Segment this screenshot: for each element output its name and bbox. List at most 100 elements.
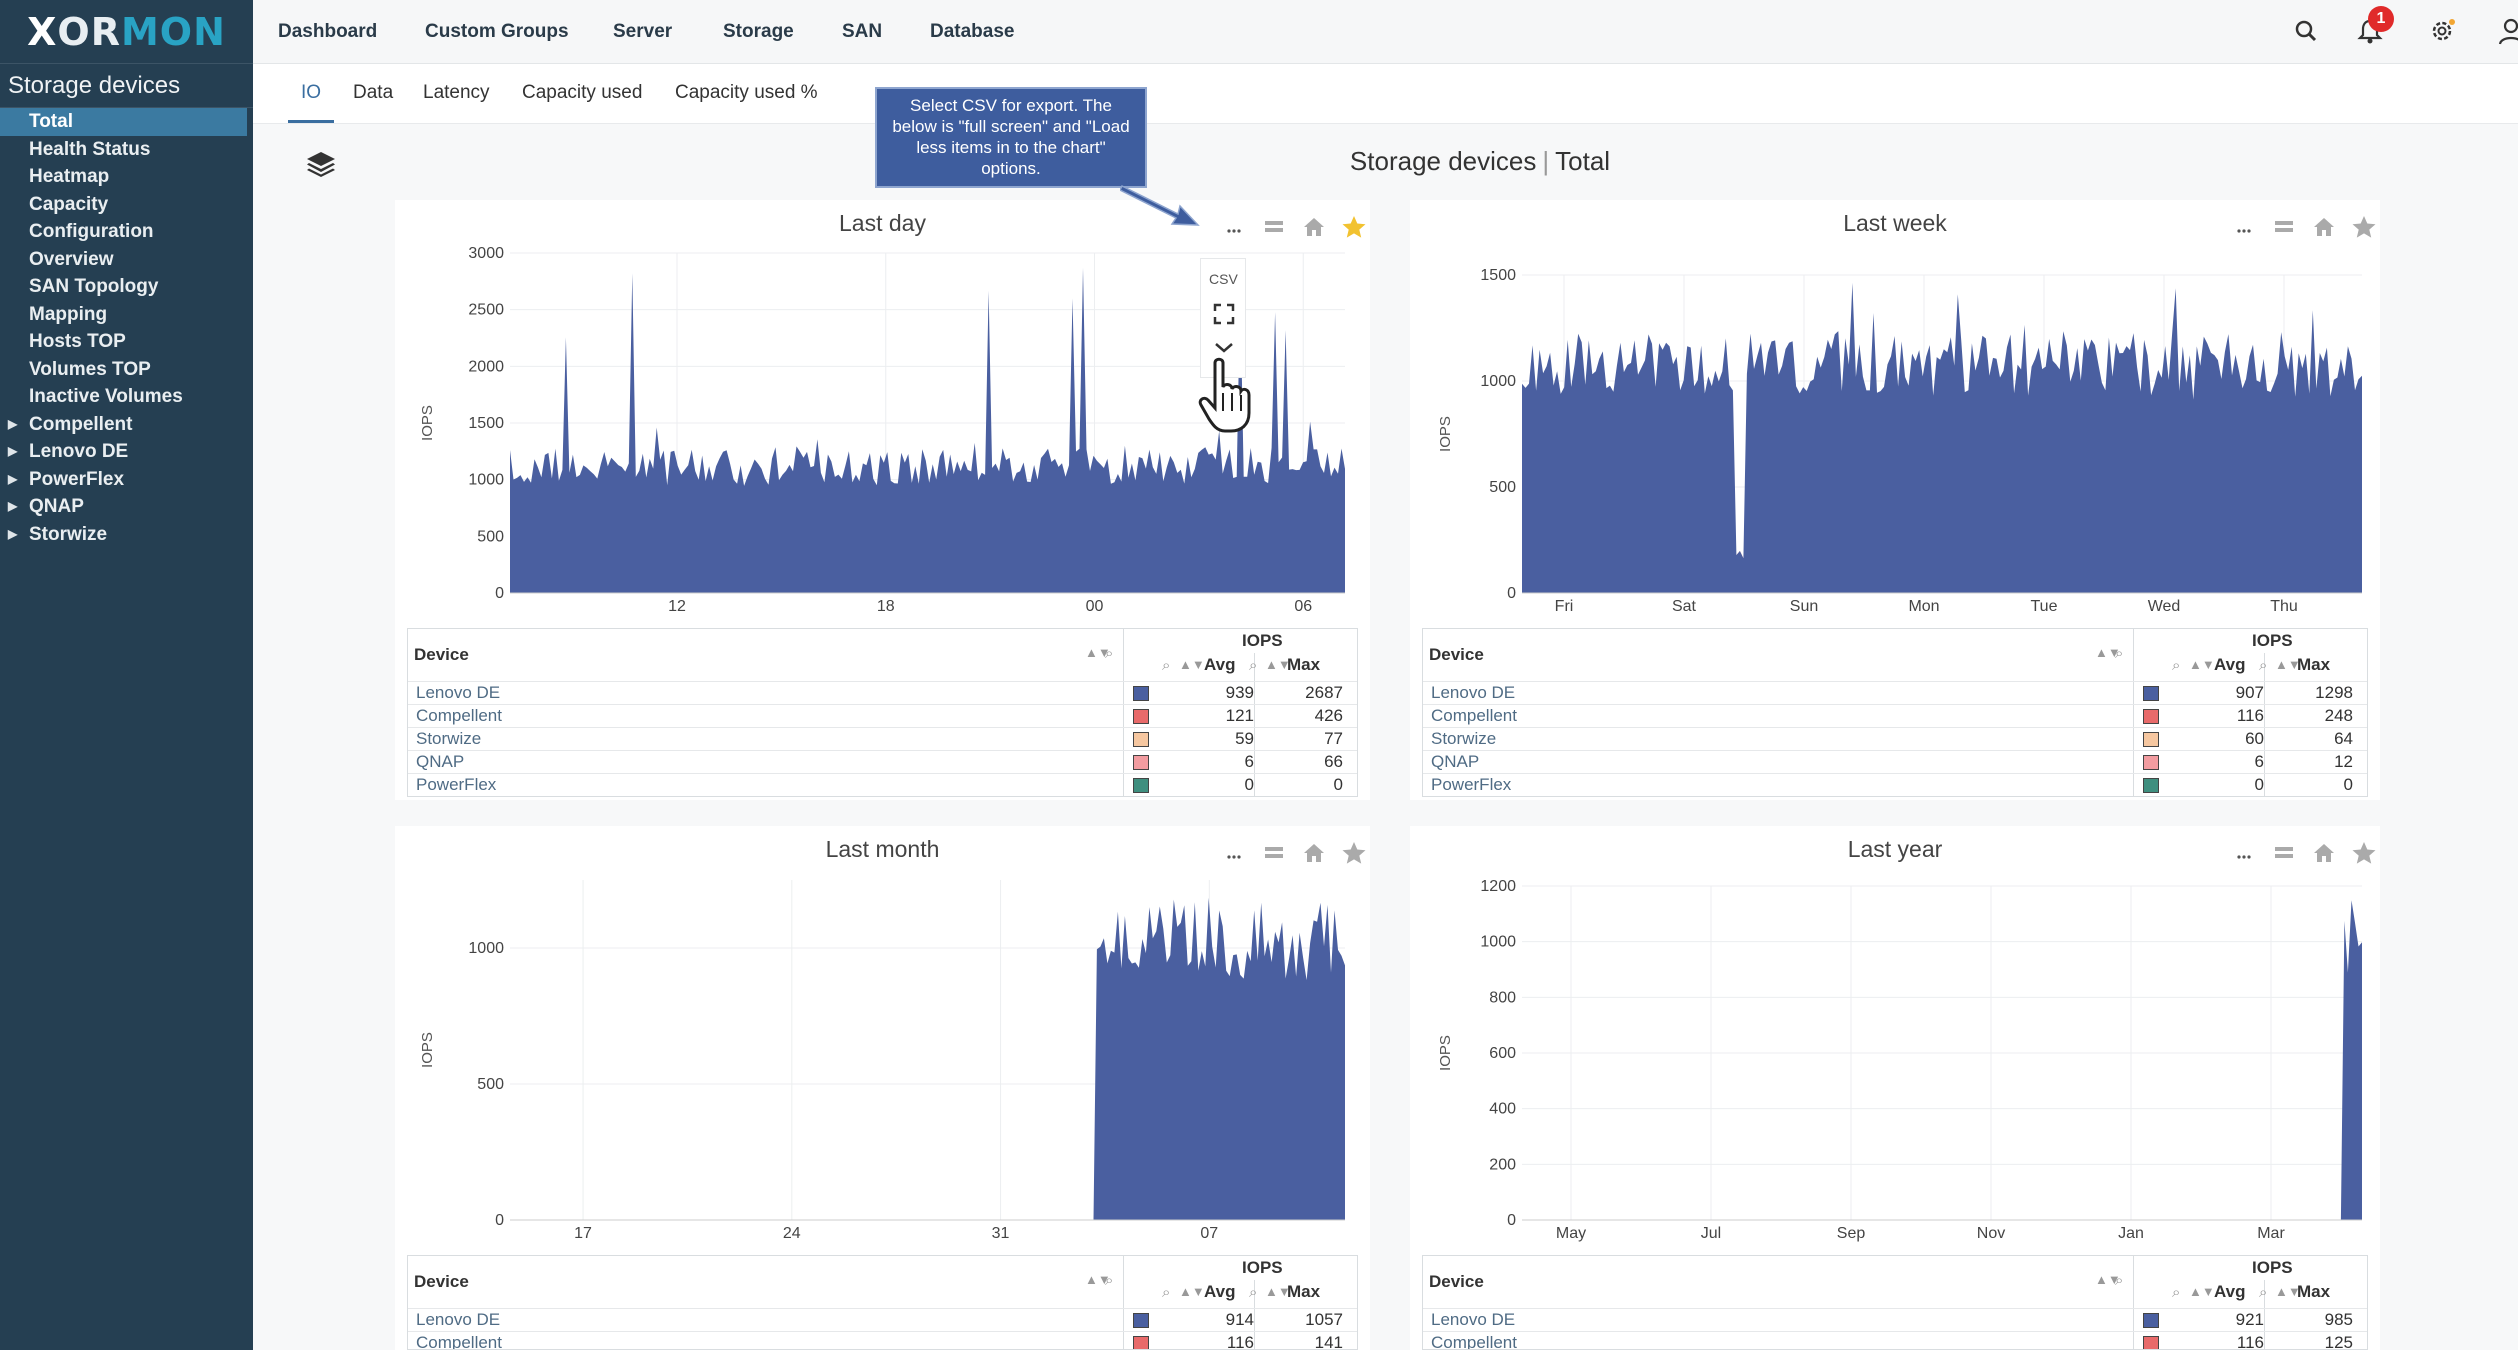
- nav-dashboard[interactable]: Dashboard: [278, 21, 378, 42]
- favorite-star-icon[interactable]: [1340, 214, 1368, 240]
- home-icon[interactable]: [1300, 840, 1328, 866]
- sort-icon[interactable]: ▲▼: [2189, 1284, 2215, 1299]
- filter-search-icon[interactable]: ⌕: [2115, 645, 2124, 662]
- table-toggle-icon[interactable]: [1260, 840, 1288, 866]
- table-row[interactable]: QNAP 6 66: [408, 750, 1357, 773]
- device-name-link[interactable]: PowerFlex: [416, 775, 497, 794]
- expand-caret-icon[interactable]: ▶: [8, 471, 18, 486]
- tab-capacity-used[interactable]: Capacity used: [522, 82, 643, 103]
- column-header-device[interactable]: Device: [1429, 645, 1484, 664]
- sidebar-item-mapping[interactable]: Mapping: [0, 301, 253, 329]
- device-name-link[interactable]: Compellent: [1431, 706, 1517, 725]
- filter-search-icon[interactable]: ⌕: [2172, 1284, 2181, 1301]
- sort-icon[interactable]: ▲▼: [1085, 1272, 1111, 1287]
- table-toggle-icon[interactable]: [2270, 840, 2298, 866]
- expand-caret-icon[interactable]: ▶: [8, 526, 18, 541]
- sort-icon[interactable]: ▲▼: [2095, 1272, 2121, 1287]
- table-row[interactable]: Compellent 116 141: [408, 1331, 1357, 1350]
- layers-icon[interactable]: [305, 150, 337, 178]
- sidebar-item-compellent[interactable]: ▶ Compellent: [0, 411, 253, 439]
- sort-icon[interactable]: ▲▼: [1265, 1284, 1291, 1299]
- expand-caret-icon[interactable]: ▶: [8, 444, 18, 458]
- sidebar-item-inactive-volumes[interactable]: Inactive Volumes: [0, 383, 253, 411]
- sidebar-item-san-topology[interactable]: SAN Topology: [0, 273, 253, 301]
- column-header-device[interactable]: Device: [414, 645, 469, 664]
- tab-latency[interactable]: Latency: [423, 82, 490, 103]
- more-options-icon[interactable]: [2230, 214, 2258, 240]
- sort-icon[interactable]: ▲▼: [2095, 645, 2121, 660]
- table-row[interactable]: Lenovo DE 939 2687: [408, 681, 1357, 704]
- column-header-max[interactable]: Max: [2297, 655, 2331, 674]
- device-name-link[interactable]: Lenovo DE: [416, 1310, 501, 1329]
- filter-search-icon[interactable]: ⌕: [1105, 1272, 1114, 1289]
- table-row[interactable]: Storwize 59 77: [408, 727, 1357, 750]
- table-toggle-icon[interactable]: [2270, 214, 2298, 240]
- device-name-link[interactable]: Lenovo DE: [416, 683, 501, 702]
- device-name-link[interactable]: QNAP: [416, 752, 465, 771]
- nav-custom-groups[interactable]: Custom Groups: [425, 21, 569, 42]
- favorite-star-icon[interactable]: [1340, 840, 1368, 866]
- more-options-icon[interactable]: [2230, 840, 2258, 866]
- sort-icon[interactable]: ▲▼: [1265, 657, 1291, 672]
- filter-search-icon[interactable]: ⌕: [1249, 657, 1258, 674]
- user-icon[interactable]: [2494, 16, 2518, 46]
- sort-icon[interactable]: ▲▼: [2275, 1284, 2301, 1299]
- device-name-link[interactable]: Compellent: [416, 1333, 502, 1350]
- csv-export-option[interactable]: CSV: [1209, 271, 1238, 287]
- device-name-link[interactable]: Lenovo DE: [1431, 1310, 1516, 1329]
- device-name-link[interactable]: QNAP: [1431, 752, 1480, 771]
- sidebar-item-volumes-top[interactable]: Volumes TOP: [0, 356, 253, 384]
- more-options-icon[interactable]: [1220, 840, 1248, 866]
- sidebar-item-capacity[interactable]: Capacity: [0, 191, 253, 219]
- sort-icon[interactable]: ▲▼: [1179, 1284, 1205, 1299]
- column-header-avg[interactable]: Avg: [2214, 1282, 2246, 1301]
- sidebar-item-total[interactable]: Total: [0, 108, 247, 136]
- nav-storage[interactable]: Storage: [723, 21, 794, 42]
- filter-search-icon[interactable]: ⌕: [1249, 1284, 1258, 1301]
- device-name-link[interactable]: Lenovo DE: [1431, 683, 1516, 702]
- table-row[interactable]: Lenovo DE 914 1057: [408, 1308, 1357, 1331]
- home-icon[interactable]: [1300, 214, 1328, 240]
- column-header-avg[interactable]: Avg: [1204, 1282, 1236, 1301]
- nav-server[interactable]: Server: [613, 21, 673, 42]
- column-header-max[interactable]: Max: [1287, 655, 1321, 674]
- search-icon[interactable]: [2291, 16, 2321, 46]
- filter-search-icon[interactable]: ⌕: [2259, 657, 2268, 674]
- device-name-link[interactable]: Compellent: [416, 706, 502, 725]
- table-row[interactable]: PowerFlex 0 0: [1423, 773, 2367, 796]
- expand-caret-icon[interactable]: ▶: [8, 416, 18, 431]
- sidebar-item-health-status[interactable]: Health Status: [0, 136, 253, 164]
- favorite-star-icon[interactable]: [2350, 840, 2378, 866]
- column-header-max[interactable]: Max: [2297, 1282, 2331, 1301]
- filter-search-icon[interactable]: ⌕: [2259, 1284, 2268, 1301]
- sidebar-item-storwize[interactable]: ▶ Storwize: [0, 521, 253, 549]
- favorite-star-icon[interactable]: [2350, 214, 2378, 240]
- column-header-device[interactable]: Device: [1429, 1272, 1484, 1291]
- sidebar-item-overview[interactable]: Overview: [0, 246, 253, 274]
- table-toggle-icon[interactable]: [1260, 214, 1288, 240]
- home-icon[interactable]: [2310, 214, 2338, 240]
- sort-icon[interactable]: ▲▼: [2189, 657, 2215, 672]
- column-header-device[interactable]: Device: [414, 1272, 469, 1291]
- table-row[interactable]: Compellent 121 426: [408, 704, 1357, 727]
- sort-icon[interactable]: ▲▼: [1085, 645, 1111, 660]
- sidebar-item-configuration[interactable]: Configuration: [0, 218, 253, 246]
- column-header-avg[interactable]: Avg: [2214, 655, 2246, 674]
- gear-icon[interactable]: [2427, 16, 2457, 46]
- table-row[interactable]: Lenovo DE 907 1298: [1423, 681, 2367, 704]
- tab-data[interactable]: Data: [353, 82, 394, 103]
- table-row[interactable]: Compellent 116 248: [1423, 704, 2367, 727]
- table-row[interactable]: Storwize 60 64: [1423, 727, 2367, 750]
- sort-icon[interactable]: ▲▼: [2275, 657, 2301, 672]
- load-less-icon[interactable]: [1213, 341, 1235, 355]
- filter-search-icon[interactable]: ⌕: [1162, 657, 1171, 674]
- filter-search-icon[interactable]: ⌕: [1162, 1284, 1171, 1301]
- device-name-link[interactable]: PowerFlex: [1431, 775, 1512, 794]
- sidebar-item-lenovo-de[interactable]: ▶ Lenovo DE: [0, 438, 253, 466]
- sidebar-item-heatmap[interactable]: Heatmap: [0, 163, 253, 191]
- tab-capacity-used-percent[interactable]: Capacity used %: [675, 82, 818, 103]
- fullscreen-icon[interactable]: [1213, 303, 1235, 325]
- tab-io[interactable]: IO: [301, 82, 322, 103]
- sidebar-item-powerflex[interactable]: ▶ PowerFlex: [0, 466, 253, 494]
- sidebar-item-hosts-top[interactable]: Hosts TOP: [0, 328, 253, 356]
